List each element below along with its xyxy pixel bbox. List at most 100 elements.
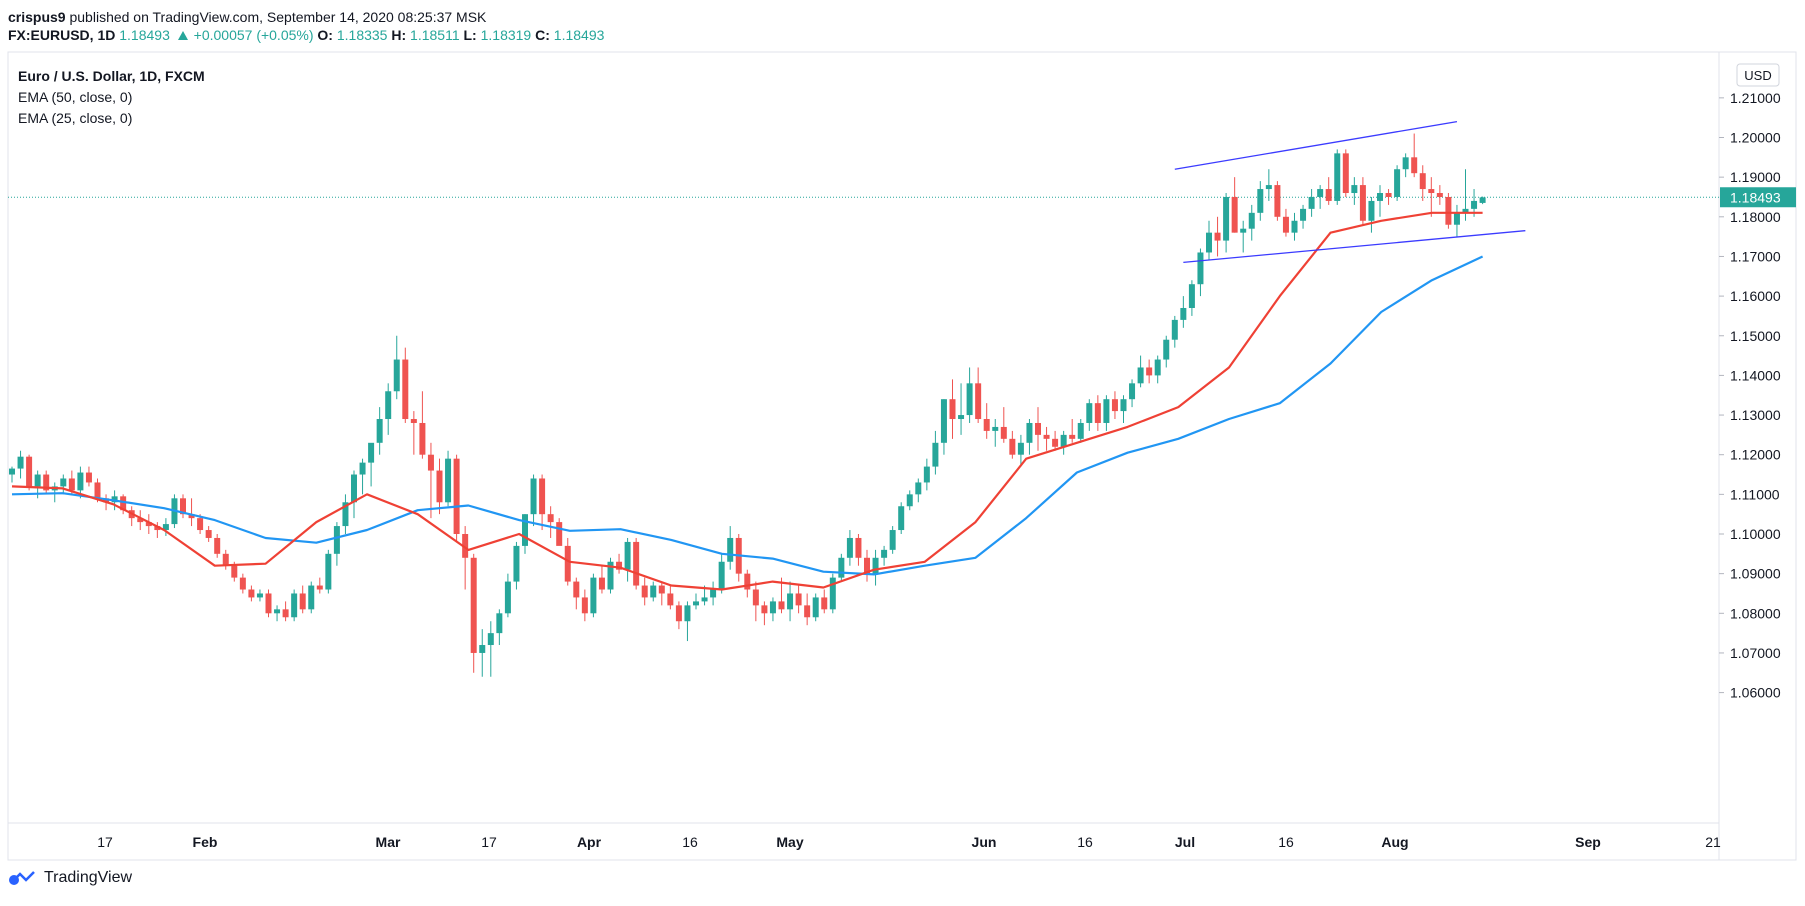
candle[interactable]	[1351, 177, 1357, 205]
candle[interactable]	[60, 475, 66, 495]
candle[interactable]	[616, 554, 622, 574]
legend-ema50[interactable]: EMA (50, close, 0)	[18, 87, 205, 108]
candle[interactable]	[411, 411, 417, 455]
candle[interactable]	[1206, 221, 1212, 261]
candle[interactable]	[402, 348, 408, 423]
candle[interactable]	[719, 554, 725, 594]
candle[interactable]	[556, 518, 562, 546]
candle[interactable]	[1368, 197, 1374, 233]
candle[interactable]	[744, 570, 750, 598]
candle[interactable]	[1386, 189, 1392, 205]
candle[interactable]	[950, 379, 956, 438]
candle[interactable]	[1480, 197, 1486, 205]
candle[interactable]	[1138, 356, 1144, 388]
candle[interactable]	[753, 582, 759, 622]
candle[interactable]	[1172, 316, 1178, 348]
candle[interactable]	[43, 471, 49, 495]
candle[interactable]	[129, 506, 135, 526]
candle[interactable]	[1215, 217, 1221, 257]
time-axis[interactable]: 17 Feb Mar 17 Apr 16 May Jun 16 Jul 16 Aug Sep 21	[97, 834, 1721, 850]
candle[interactable]	[770, 597, 776, 621]
candle[interactable]	[394, 336, 400, 399]
candle[interactable]	[727, 526, 733, 570]
candle[interactable]	[300, 586, 306, 614]
candle[interactable]	[599, 566, 605, 594]
footer-brand[interactable]: TradingView	[8, 869, 132, 887]
candle[interactable]	[189, 498, 195, 526]
candle[interactable]	[1095, 395, 1101, 431]
candle[interactable]	[1394, 165, 1400, 201]
candle[interactable]	[642, 578, 648, 606]
candle[interactable]	[958, 383, 964, 435]
candle[interactable]	[573, 578, 579, 610]
candle[interactable]	[351, 471, 357, 519]
candle[interactable]	[445, 451, 451, 507]
candle[interactable]	[334, 522, 340, 566]
candle[interactable]	[659, 582, 665, 606]
candle[interactable]	[548, 506, 554, 538]
candle[interactable]	[1454, 205, 1460, 237]
candle[interactable]	[248, 586, 254, 602]
candle[interactable]	[761, 601, 767, 625]
candle[interactable]	[1146, 360, 1152, 384]
candle[interactable]	[1112, 391, 1118, 419]
publisher-name[interactable]: crispus9	[8, 9, 66, 25]
candle[interactable]	[924, 459, 930, 491]
candle[interactable]	[873, 550, 879, 586]
candle[interactable]	[590, 574, 596, 618]
candle[interactable]	[9, 467, 15, 483]
candle[interactable]	[830, 574, 836, 614]
candle[interactable]	[1189, 280, 1195, 316]
candle[interactable]	[608, 558, 614, 594]
candle[interactable]	[377, 407, 383, 455]
candle[interactable]	[1292, 213, 1298, 241]
candle[interactable]	[223, 550, 229, 570]
candle[interactable]	[479, 629, 485, 677]
candle[interactable]	[428, 443, 434, 518]
candle[interactable]	[898, 502, 904, 534]
candle[interactable]	[1061, 431, 1067, 455]
candle[interactable]	[1309, 189, 1315, 217]
candle[interactable]	[975, 367, 981, 423]
candle[interactable]	[736, 534, 742, 582]
candle[interactable]	[684, 601, 690, 641]
candle[interactable]	[1086, 399, 1092, 431]
candle[interactable]	[291, 590, 297, 622]
price-axis[interactable]: USD1.060001.070001.080001.090001.100001.…	[1719, 64, 1796, 701]
candle[interactable]	[1274, 181, 1280, 221]
ema25-line[interactable]	[12, 213, 1483, 590]
currency-badge[interactable]: USD	[1737, 64, 1779, 86]
candle[interactable]	[1403, 153, 1409, 177]
candle[interactable]	[804, 593, 810, 625]
candle[interactable]	[471, 554, 477, 673]
candle[interactable]	[1445, 193, 1451, 229]
candle[interactable]	[1326, 177, 1332, 205]
candle[interactable]	[1069, 419, 1075, 443]
candle[interactable]	[838, 554, 844, 582]
candle[interactable]	[283, 601, 289, 621]
candle[interactable]	[266, 590, 272, 618]
candle[interactable]	[582, 590, 588, 622]
candle[interactable]	[796, 586, 802, 614]
candle[interactable]	[1129, 379, 1135, 407]
candle[interactable]	[813, 593, 819, 621]
candle[interactable]	[787, 582, 793, 622]
candle[interactable]	[1163, 336, 1169, 368]
candle[interactable]	[214, 534, 220, 558]
candle[interactable]	[855, 534, 861, 566]
candle[interactable]	[847, 530, 853, 566]
candle[interactable]	[1223, 193, 1229, 252]
candle[interactable]	[1266, 169, 1272, 201]
candle[interactable]	[325, 550, 331, 594]
candle[interactable]	[462, 526, 468, 589]
candle[interactable]	[488, 621, 494, 677]
candle[interactable]	[881, 546, 887, 566]
candle[interactable]	[890, 526, 896, 554]
candle[interactable]	[710, 582, 716, 606]
candle[interactable]	[915, 478, 921, 502]
candle[interactable]	[1334, 149, 1340, 205]
candle[interactable]	[505, 574, 511, 618]
candle[interactable]	[360, 459, 366, 495]
legend-ema25[interactable]: EMA (25, close, 0)	[18, 108, 205, 129]
